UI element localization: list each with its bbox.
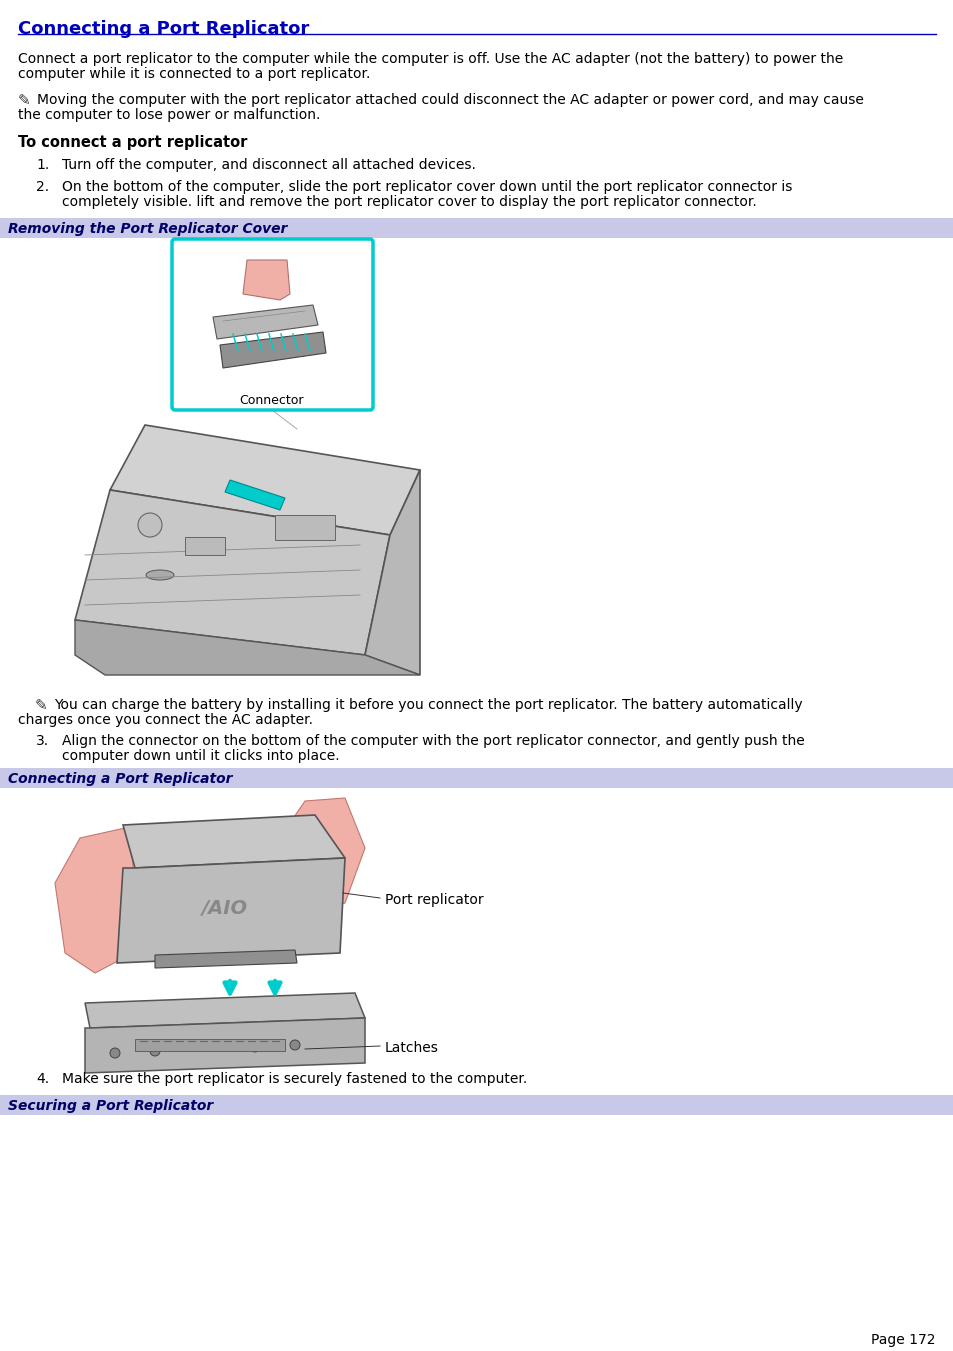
- Text: Make sure the port replicator is securely fastened to the computer.: Make sure the port replicator is securel…: [62, 1071, 527, 1086]
- Bar: [185, 536, 225, 555]
- Ellipse shape: [146, 570, 173, 580]
- Polygon shape: [123, 815, 345, 867]
- Text: Latches: Latches: [385, 1042, 438, 1055]
- Text: Connect a port replicator to the computer while the computer is off. Use the AC : Connect a port replicator to the compute…: [18, 51, 842, 66]
- Polygon shape: [110, 426, 419, 535]
- Circle shape: [110, 1048, 120, 1058]
- Text: 4.: 4.: [36, 1071, 49, 1086]
- Bar: [274, 515, 335, 540]
- Text: Removing the Port Replicator Cover: Removing the Port Replicator Cover: [8, 222, 287, 236]
- Polygon shape: [75, 620, 419, 676]
- Text: Port replicator: Port replicator: [385, 893, 483, 907]
- Polygon shape: [225, 480, 285, 509]
- Polygon shape: [75, 490, 390, 655]
- Bar: [0, 218, 953, 238]
- Text: On the bottom of the computer, slide the port replicator cover down until the po: On the bottom of the computer, slide the…: [62, 180, 792, 195]
- Text: ✎: ✎: [18, 93, 30, 108]
- Circle shape: [290, 1040, 299, 1050]
- Circle shape: [138, 513, 162, 536]
- Text: charges once you connect the AC adapter.: charges once you connect the AC adapter.: [18, 713, 313, 727]
- Text: Connector: Connector: [239, 394, 304, 407]
- Circle shape: [150, 1046, 160, 1056]
- Text: 3.: 3.: [36, 734, 49, 748]
- Polygon shape: [220, 332, 326, 367]
- Text: Connecting a Port Replicator: Connecting a Port Replicator: [8, 771, 233, 786]
- Bar: [0, 767, 953, 788]
- Polygon shape: [365, 470, 419, 676]
- Polygon shape: [85, 1019, 365, 1073]
- Bar: [0, 1096, 953, 1115]
- Text: To connect a port replicator: To connect a port replicator: [18, 135, 247, 150]
- Text: Page 172: Page 172: [871, 1333, 935, 1347]
- Polygon shape: [290, 798, 365, 913]
- Polygon shape: [117, 858, 345, 963]
- FancyBboxPatch shape: [172, 239, 373, 409]
- Text: ✎: ✎: [35, 698, 48, 713]
- Polygon shape: [154, 950, 296, 969]
- Text: Securing a Port Replicator: Securing a Port Replicator: [8, 1098, 213, 1113]
- Text: Connecting a Port Replicator: Connecting a Port Replicator: [18, 20, 309, 38]
- Text: ∕AIO: ∕AIO: [202, 898, 248, 917]
- Text: completely visible. lift and remove the port replicator cover to display the por: completely visible. lift and remove the …: [62, 195, 756, 209]
- Text: Turn off the computer, and disconnect all attached devices.: Turn off the computer, and disconnect al…: [62, 158, 476, 172]
- Polygon shape: [243, 259, 290, 300]
- Text: 2.: 2.: [36, 180, 49, 195]
- Text: Align the connector on the bottom of the computer with the port replicator conne: Align the connector on the bottom of the…: [62, 734, 804, 748]
- Text: the computer to lose power or malfunction.: the computer to lose power or malfunctio…: [18, 108, 320, 122]
- Polygon shape: [55, 828, 132, 973]
- Polygon shape: [213, 305, 317, 339]
- Text: computer down until it clicks into place.: computer down until it clicks into place…: [62, 748, 339, 763]
- Text: You can charge the battery by installing it before you connect the port replicat: You can charge the battery by installing…: [54, 698, 801, 712]
- Polygon shape: [85, 993, 365, 1028]
- Bar: [135, 1039, 285, 1051]
- Text: Moving the computer with the port replicator attached could disconnect the AC ad: Moving the computer with the port replic…: [37, 93, 863, 107]
- Circle shape: [250, 1042, 260, 1052]
- Text: 1.: 1.: [36, 158, 50, 172]
- Text: computer while it is connected to a port replicator.: computer while it is connected to a port…: [18, 68, 370, 81]
